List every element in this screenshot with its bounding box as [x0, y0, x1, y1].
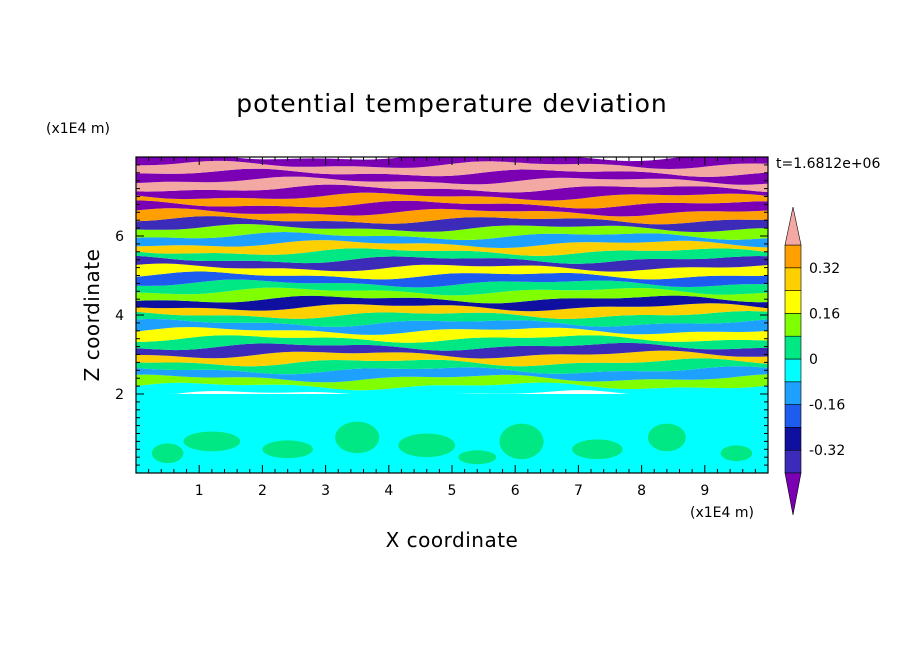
colorbar-tick-label: -0.32 — [809, 443, 845, 459]
field-band — [136, 216, 768, 233]
lower-blob — [151, 443, 184, 464]
lower-blob — [572, 439, 623, 460]
colorbar-tick-label: -0.16 — [809, 398, 845, 414]
colorbar-extend-top — [784, 206, 802, 246]
colorbar-segment — [784, 404, 802, 428]
x-tick-label: 6 — [511, 483, 520, 499]
x-tick-label: 4 — [384, 483, 393, 499]
colorbar-segment — [784, 290, 802, 314]
field-band — [136, 287, 768, 304]
lower-blob — [720, 445, 753, 462]
field-band — [136, 350, 768, 367]
x-unit-label: (x1E4 m) — [690, 505, 754, 521]
lower-blob — [458, 450, 497, 465]
colorbar-extend-bottom — [784, 472, 802, 516]
colorbar-segment — [784, 449, 802, 474]
x-tick-label: 2 — [258, 483, 267, 499]
field-band — [136, 279, 768, 296]
lower-blob — [183, 431, 241, 452]
lower-blob — [335, 421, 380, 454]
field-band — [136, 311, 768, 327]
field-band — [136, 374, 768, 391]
y-tick-label: 2 — [115, 387, 124, 403]
field-band — [136, 263, 768, 280]
x-axis-label: X coordinate — [386, 528, 519, 552]
lower-blob — [398, 433, 456, 458]
lower-blob — [499, 423, 544, 460]
colorbar-segment — [784, 381, 802, 405]
colorbar-labels: 0.32 0.16 0 -0.16 -0.32 — [809, 261, 845, 459]
field-band — [136, 295, 768, 312]
field-band — [136, 327, 768, 343]
field-band — [136, 342, 768, 359]
lower-blob — [262, 440, 313, 459]
x-axis-ticks: 1 2 3 4 5 6 7 8 9 — [148, 157, 756, 499]
colorbar-segment — [784, 244, 802, 269]
x-tick-label: 1 — [195, 483, 204, 499]
field-band — [136, 248, 768, 264]
time-label: t=1.6812e+06 — [776, 156, 880, 172]
colorbar-segment — [784, 358, 802, 383]
colorbar-segment — [784, 335, 802, 360]
x-tick-label: 5 — [448, 483, 457, 499]
field-band — [136, 240, 768, 256]
y-axis-label: Z coordinate — [80, 249, 104, 382]
y-axis-ticks: 2 4 6 — [115, 164, 768, 466]
field-band — [136, 382, 768, 394]
field-band — [136, 192, 768, 209]
field-band — [136, 208, 768, 225]
y-tick-label: 4 — [115, 308, 124, 324]
field-band — [136, 200, 768, 217]
colorbar-segment — [784, 313, 802, 337]
x-tick-label: 8 — [637, 483, 646, 499]
field-band — [136, 358, 768, 375]
colorbar-tick-label: 0.32 — [809, 261, 840, 277]
y-unit-label: (x1E4 m) — [46, 121, 110, 137]
field-band — [136, 224, 768, 240]
field-band — [136, 335, 768, 351]
field-band — [136, 232, 768, 248]
colorbar-tick-label: 0.16 — [809, 306, 840, 322]
field-band — [136, 176, 768, 193]
field-band — [136, 303, 768, 319]
heatmap-field — [136, 157, 768, 473]
field-band — [136, 184, 768, 201]
field-band — [136, 160, 768, 177]
field-band — [136, 255, 768, 272]
x-tick-label: 9 — [700, 483, 709, 499]
colorbar-segment — [784, 267, 802, 291]
colorbar — [784, 206, 802, 516]
x-tick-label: 7 — [574, 483, 583, 499]
field-band — [136, 319, 768, 335]
colorbar-tick-label: 0 — [809, 352, 818, 368]
field-band — [136, 168, 768, 185]
y-tick-label: 6 — [115, 229, 124, 245]
x-tick-label: 3 — [321, 483, 330, 499]
lower-blob — [647, 423, 686, 452]
field-band — [136, 366, 768, 383]
field-band — [136, 271, 768, 288]
chart-title: potential temperature deviation — [236, 89, 667, 118]
colorbar-segment — [784, 427, 802, 451]
